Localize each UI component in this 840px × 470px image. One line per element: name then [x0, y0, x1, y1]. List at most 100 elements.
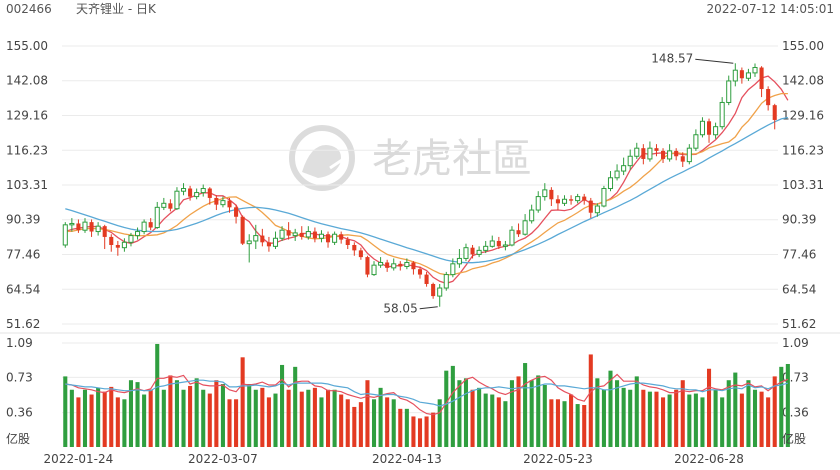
candle-body [582, 196, 587, 201]
candle-body [69, 222, 75, 226]
candle-body [109, 236, 114, 245]
candlestick [352, 242, 357, 256]
volume-bar [463, 378, 469, 447]
candlestick [588, 197, 593, 219]
candle-body [135, 231, 141, 237]
volume-bar [634, 376, 639, 447]
volume-bar [569, 394, 574, 447]
volume-bar [122, 399, 127, 447]
candlestick [207, 187, 212, 205]
candlestick [706, 118, 712, 143]
volume-bar [247, 384, 252, 447]
candle-body [89, 222, 94, 232]
candle-body [614, 170, 620, 179]
candlestick [417, 266, 423, 279]
candlestick [411, 261, 416, 275]
candlestick [766, 86, 771, 111]
volume-bar [417, 418, 423, 447]
candle-body [148, 222, 153, 228]
price-tick-label: 155.00 [782, 39, 824, 53]
candlestick [326, 231, 331, 248]
candle-body [463, 247, 469, 259]
volume-bar [391, 399, 396, 447]
price-tick-label: 129.16 [6, 108, 48, 122]
price-tick-label: 77.46 [6, 248, 40, 262]
candle-body [286, 230, 291, 236]
candle-body [154, 206, 160, 229]
price-annotations: 148.57 58.05 [383, 51, 734, 316]
volume-bar [726, 380, 731, 447]
candlestick [601, 185, 607, 208]
candle-body [437, 287, 443, 297]
candlestick [667, 144, 673, 162]
volume-bar [496, 397, 501, 447]
candlestick [772, 103, 777, 130]
ma-line-ma20 [65, 116, 789, 264]
candlestick [569, 195, 574, 205]
candle-body [502, 244, 508, 247]
candlestick [76, 219, 81, 233]
volume-bar [713, 389, 718, 447]
candlestick [220, 196, 226, 208]
candlestick [614, 164, 620, 181]
candlestick [141, 219, 147, 235]
candle-body [312, 231, 317, 239]
candlestick [109, 234, 114, 252]
candle-body [529, 209, 535, 222]
volume-bar [779, 366, 784, 447]
candle-body [634, 147, 640, 157]
candlestick [535, 191, 541, 213]
candle-body [424, 274, 429, 284]
candlestick [148, 218, 153, 231]
stock-code: 002466 [6, 2, 52, 16]
volume-bar [667, 394, 672, 447]
candle-body [745, 72, 751, 79]
candle-body [385, 262, 390, 268]
volume-bar [555, 399, 560, 447]
candle-body [292, 232, 298, 237]
volume-ma-lines [65, 373, 789, 416]
volume-bar [693, 393, 698, 447]
volume-bar [661, 397, 666, 447]
candle-body [713, 126, 719, 136]
candle-body [522, 220, 528, 235]
price-tick-label: 90.39 [782, 213, 816, 227]
candle-body [365, 257, 370, 275]
candle-body [352, 244, 357, 251]
volume-bar [188, 385, 193, 447]
candlestick [424, 271, 429, 287]
watermark-text: 老虎社區 [372, 136, 532, 182]
candle-body [220, 200, 226, 206]
price-tick-label: 116.23 [782, 143, 824, 157]
price-axis-right: 155.00 142.08 129.16 116.23 103.31 90.39 77.46… [782, 39, 824, 331]
volume-ma-line-vma5 [65, 373, 789, 416]
candle-body [121, 241, 127, 249]
candlestick [299, 226, 304, 240]
volume-bar [523, 363, 528, 447]
candlestick [174, 187, 180, 211]
volume-bar [253, 389, 258, 447]
candlestick [260, 228, 265, 247]
volume-bar [752, 389, 758, 447]
candlestick [661, 148, 666, 163]
candlestick [627, 149, 633, 170]
candle-body [391, 263, 397, 269]
candle-body [621, 165, 627, 172]
volume-bar [680, 380, 685, 447]
candle-body [516, 230, 521, 235]
volume-bar [345, 399, 350, 447]
candle-body [326, 234, 331, 243]
candlestick [594, 203, 600, 217]
candlestick [582, 193, 587, 205]
grid-lines [0, 45, 840, 414]
candle-body [719, 101, 725, 128]
volume-bar [516, 376, 521, 447]
candlestick [398, 261, 403, 271]
volume-bar [562, 401, 567, 447]
volume-bar [549, 399, 554, 447]
candlestick [246, 234, 252, 263]
date-tick-label: 2022-06-28 [674, 452, 744, 466]
volume-bar [371, 399, 377, 447]
volume-bar [286, 389, 291, 447]
volume-bar [76, 397, 81, 447]
